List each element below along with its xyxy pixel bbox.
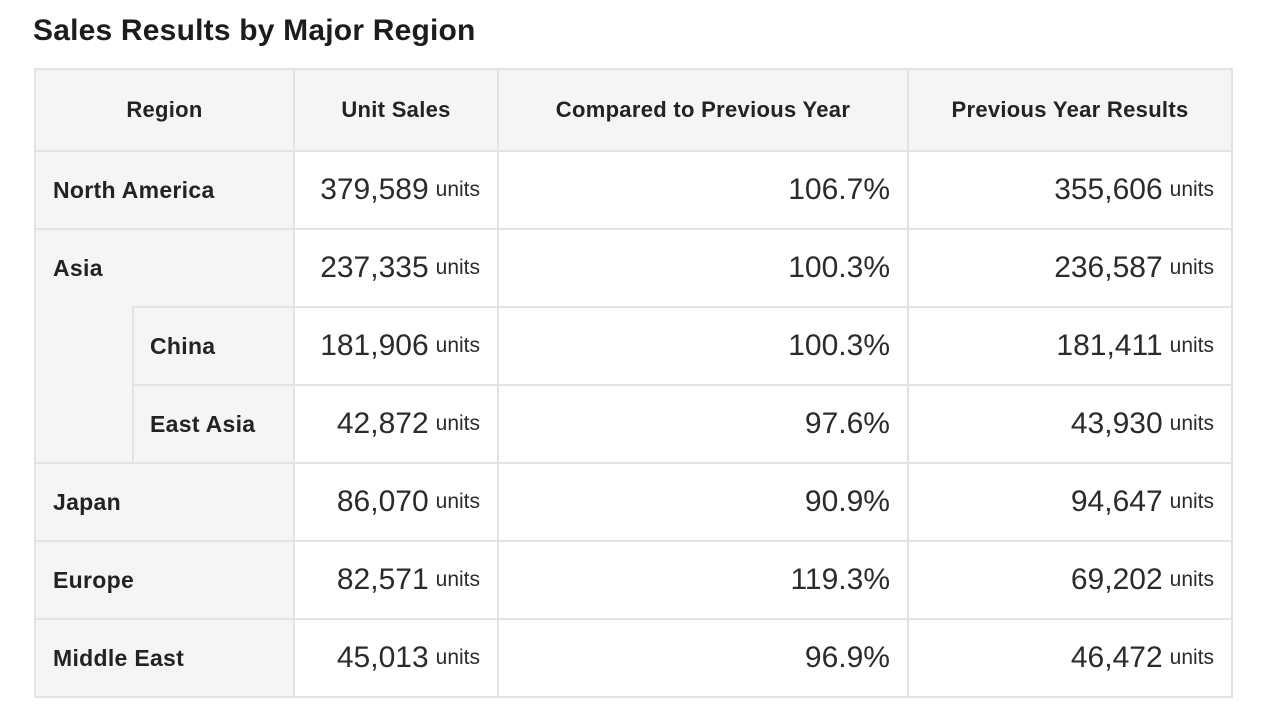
prev-year-value: 46,472 (1070, 641, 1163, 674)
header-prev-year-results: Previous Year Results (909, 70, 1231, 150)
unit-sales-value: 181,906 (320, 329, 429, 362)
unit-sales-value: 237,335 (320, 251, 429, 284)
yoy-cell: 97.6% (499, 386, 907, 462)
unit-sales-cell: 82,571 units (295, 542, 497, 618)
unit-sales-cell: 379,589 units (295, 152, 497, 228)
unit-suffix: units (435, 568, 480, 591)
unit-sales-value: 379,589 (320, 173, 429, 206)
unit-sales-cell: 45,013 units (295, 620, 497, 696)
unit-suffix: units (435, 256, 480, 279)
unit-sales-value: 82,571 (336, 563, 429, 596)
unit-suffix: units (1169, 568, 1214, 591)
region-cell-north-america: North America (36, 152, 293, 228)
region-cell-asia: Asia (36, 230, 293, 306)
subregion-cell-china: China (134, 308, 293, 384)
header-vs-prev-year: Compared to Previous Year (499, 70, 907, 150)
region-cell-europe: Europe (36, 542, 293, 618)
unit-sales-cell: 42,872 units (295, 386, 497, 462)
prev-year-cell: 69,202 units (909, 542, 1231, 618)
unit-suffix: units (435, 412, 480, 435)
subregion-cell-east-asia: East Asia (134, 386, 293, 462)
prev-year-value: 94,647 (1070, 485, 1163, 518)
yoy-cell: 119.3% (499, 542, 907, 618)
unit-suffix: units (1169, 412, 1214, 435)
unit-suffix: units (1169, 646, 1214, 669)
yoy-cell: 96.9% (499, 620, 907, 696)
yoy-cell: 90.9% (499, 464, 907, 540)
region-cell-middle-east: Middle East (36, 620, 293, 696)
prev-year-cell: 181,411 units (909, 308, 1231, 384)
page-title: Sales Results by Major Region (33, 14, 476, 47)
prev-year-cell: 46,472 units (909, 620, 1231, 696)
unit-sales-value: 45,013 (336, 641, 429, 674)
unit-suffix: units (1169, 334, 1214, 357)
unit-suffix: units (435, 178, 480, 201)
unit-sales-cell: 181,906 units (295, 308, 497, 384)
unit-sales-cell: 86,070 units (295, 464, 497, 540)
unit-suffix: units (435, 490, 480, 513)
prev-year-value: 43,930 (1070, 407, 1163, 440)
unit-sales-value: 86,070 (336, 485, 429, 518)
unit-suffix: units (1169, 178, 1214, 201)
header-unit-sales: Unit Sales (295, 70, 497, 150)
sales-results-table: Region Unit Sales Compared to Previous Y… (34, 68, 1233, 698)
prev-year-value: 181,411 (1056, 329, 1163, 362)
region-indent-spacer (36, 306, 132, 462)
region-cell-japan: Japan (36, 464, 293, 540)
prev-year-value: 69,202 (1070, 563, 1163, 596)
prev-year-cell: 355,606 units (909, 152, 1231, 228)
yoy-cell: 100.3% (499, 308, 907, 384)
yoy-cell: 106.7% (499, 152, 907, 228)
unit-suffix: units (435, 334, 480, 357)
prev-year-cell: 94,647 units (909, 464, 1231, 540)
unit-suffix: units (1169, 256, 1214, 279)
prev-year-value: 355,606 (1054, 173, 1163, 206)
prev-year-value: 236,587 (1054, 251, 1163, 284)
prev-year-cell: 43,930 units (909, 386, 1231, 462)
unit-sales-value: 42,872 (336, 407, 429, 440)
unit-sales-cell: 237,335 units (295, 230, 497, 306)
unit-suffix: units (435, 646, 480, 669)
unit-suffix: units (1169, 490, 1214, 513)
header-region: Region (36, 70, 293, 150)
yoy-cell: 100.3% (499, 230, 907, 306)
prev-year-cell: 236,587 units (909, 230, 1231, 306)
